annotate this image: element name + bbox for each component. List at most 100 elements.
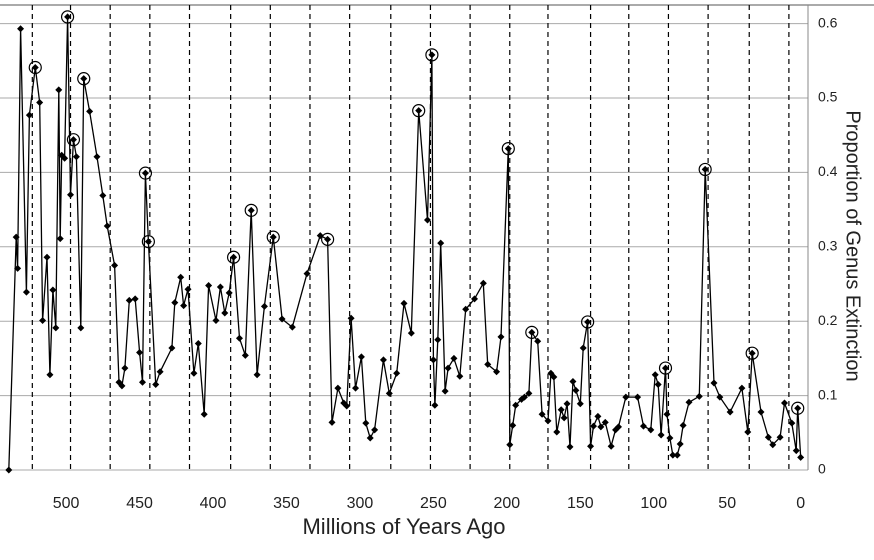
point — [69, 136, 77, 144]
point — [200, 410, 208, 418]
point — [247, 206, 255, 214]
point — [93, 153, 101, 161]
point — [701, 165, 709, 173]
point — [194, 340, 202, 348]
point — [131, 295, 139, 303]
point — [17, 25, 25, 33]
point — [269, 233, 277, 241]
point — [180, 302, 188, 310]
point — [563, 400, 571, 408]
point — [260, 302, 268, 310]
x-tick-label: 500 — [53, 495, 80, 512]
point — [738, 384, 746, 392]
point — [12, 233, 20, 241]
point — [156, 368, 164, 376]
peak-ring — [745, 346, 759, 360]
point — [434, 336, 442, 344]
point — [141, 169, 149, 177]
point — [622, 393, 630, 401]
x-tick-label: 0 — [796, 495, 805, 512]
point — [221, 309, 229, 317]
point — [576, 400, 584, 408]
point — [58, 151, 66, 159]
point — [77, 324, 85, 332]
peak-ring — [141, 234, 155, 249]
point — [379, 356, 387, 364]
point — [560, 414, 568, 422]
x-tick-label: 100 — [640, 495, 667, 512]
point — [590, 422, 598, 430]
point — [184, 285, 192, 293]
point — [177, 273, 185, 281]
point — [36, 98, 44, 106]
point — [757, 408, 765, 416]
point — [607, 442, 615, 450]
point — [230, 253, 238, 261]
point — [437, 239, 445, 247]
point — [794, 404, 802, 412]
point — [14, 264, 22, 272]
point — [64, 13, 72, 21]
point — [792, 447, 800, 455]
point — [579, 344, 587, 352]
point — [748, 349, 756, 357]
point — [676, 440, 684, 448]
point — [288, 323, 296, 331]
point — [550, 373, 558, 381]
y-tick-label: 0 — [818, 461, 826, 477]
point — [125, 296, 133, 304]
point — [780, 399, 788, 407]
point — [362, 419, 370, 427]
y-tick-label: 0.5 — [818, 89, 838, 105]
peak-ring — [412, 104, 426, 118]
point — [654, 380, 662, 388]
peak-ring — [244, 203, 258, 217]
point — [557, 406, 565, 414]
point — [504, 145, 512, 153]
point — [673, 451, 681, 459]
point — [136, 348, 144, 356]
peak-ring — [425, 48, 439, 62]
point — [343, 402, 351, 410]
point — [347, 314, 355, 322]
point — [462, 305, 470, 313]
point — [797, 453, 805, 461]
point — [152, 380, 160, 388]
point — [43, 253, 51, 261]
point — [726, 408, 734, 416]
x-tick-label: 400 — [200, 495, 227, 512]
peak-ring — [698, 162, 712, 177]
point — [647, 426, 655, 434]
point — [49, 286, 57, 294]
point — [497, 333, 505, 341]
point — [769, 441, 777, 449]
point — [525, 389, 533, 397]
y-tick-label: 0.1 — [818, 386, 838, 402]
point — [666, 434, 674, 442]
x-tick-label: 300 — [347, 495, 374, 512]
point — [424, 216, 432, 224]
point — [393, 369, 401, 377]
point — [456, 372, 464, 380]
point — [103, 222, 111, 230]
point — [471, 295, 479, 303]
point — [572, 386, 580, 394]
point — [788, 419, 796, 427]
point — [241, 351, 249, 359]
y-tick-label: 0.2 — [818, 312, 838, 328]
point — [72, 153, 80, 161]
point — [776, 433, 784, 441]
point — [225, 289, 233, 297]
point — [357, 353, 365, 361]
point — [253, 371, 261, 379]
point — [56, 235, 64, 243]
point — [61, 154, 69, 162]
point — [528, 328, 536, 336]
point — [484, 360, 492, 368]
point — [235, 334, 243, 342]
point — [534, 337, 542, 345]
point — [168, 344, 176, 352]
point — [450, 354, 458, 362]
point — [67, 191, 75, 199]
point — [428, 51, 436, 59]
